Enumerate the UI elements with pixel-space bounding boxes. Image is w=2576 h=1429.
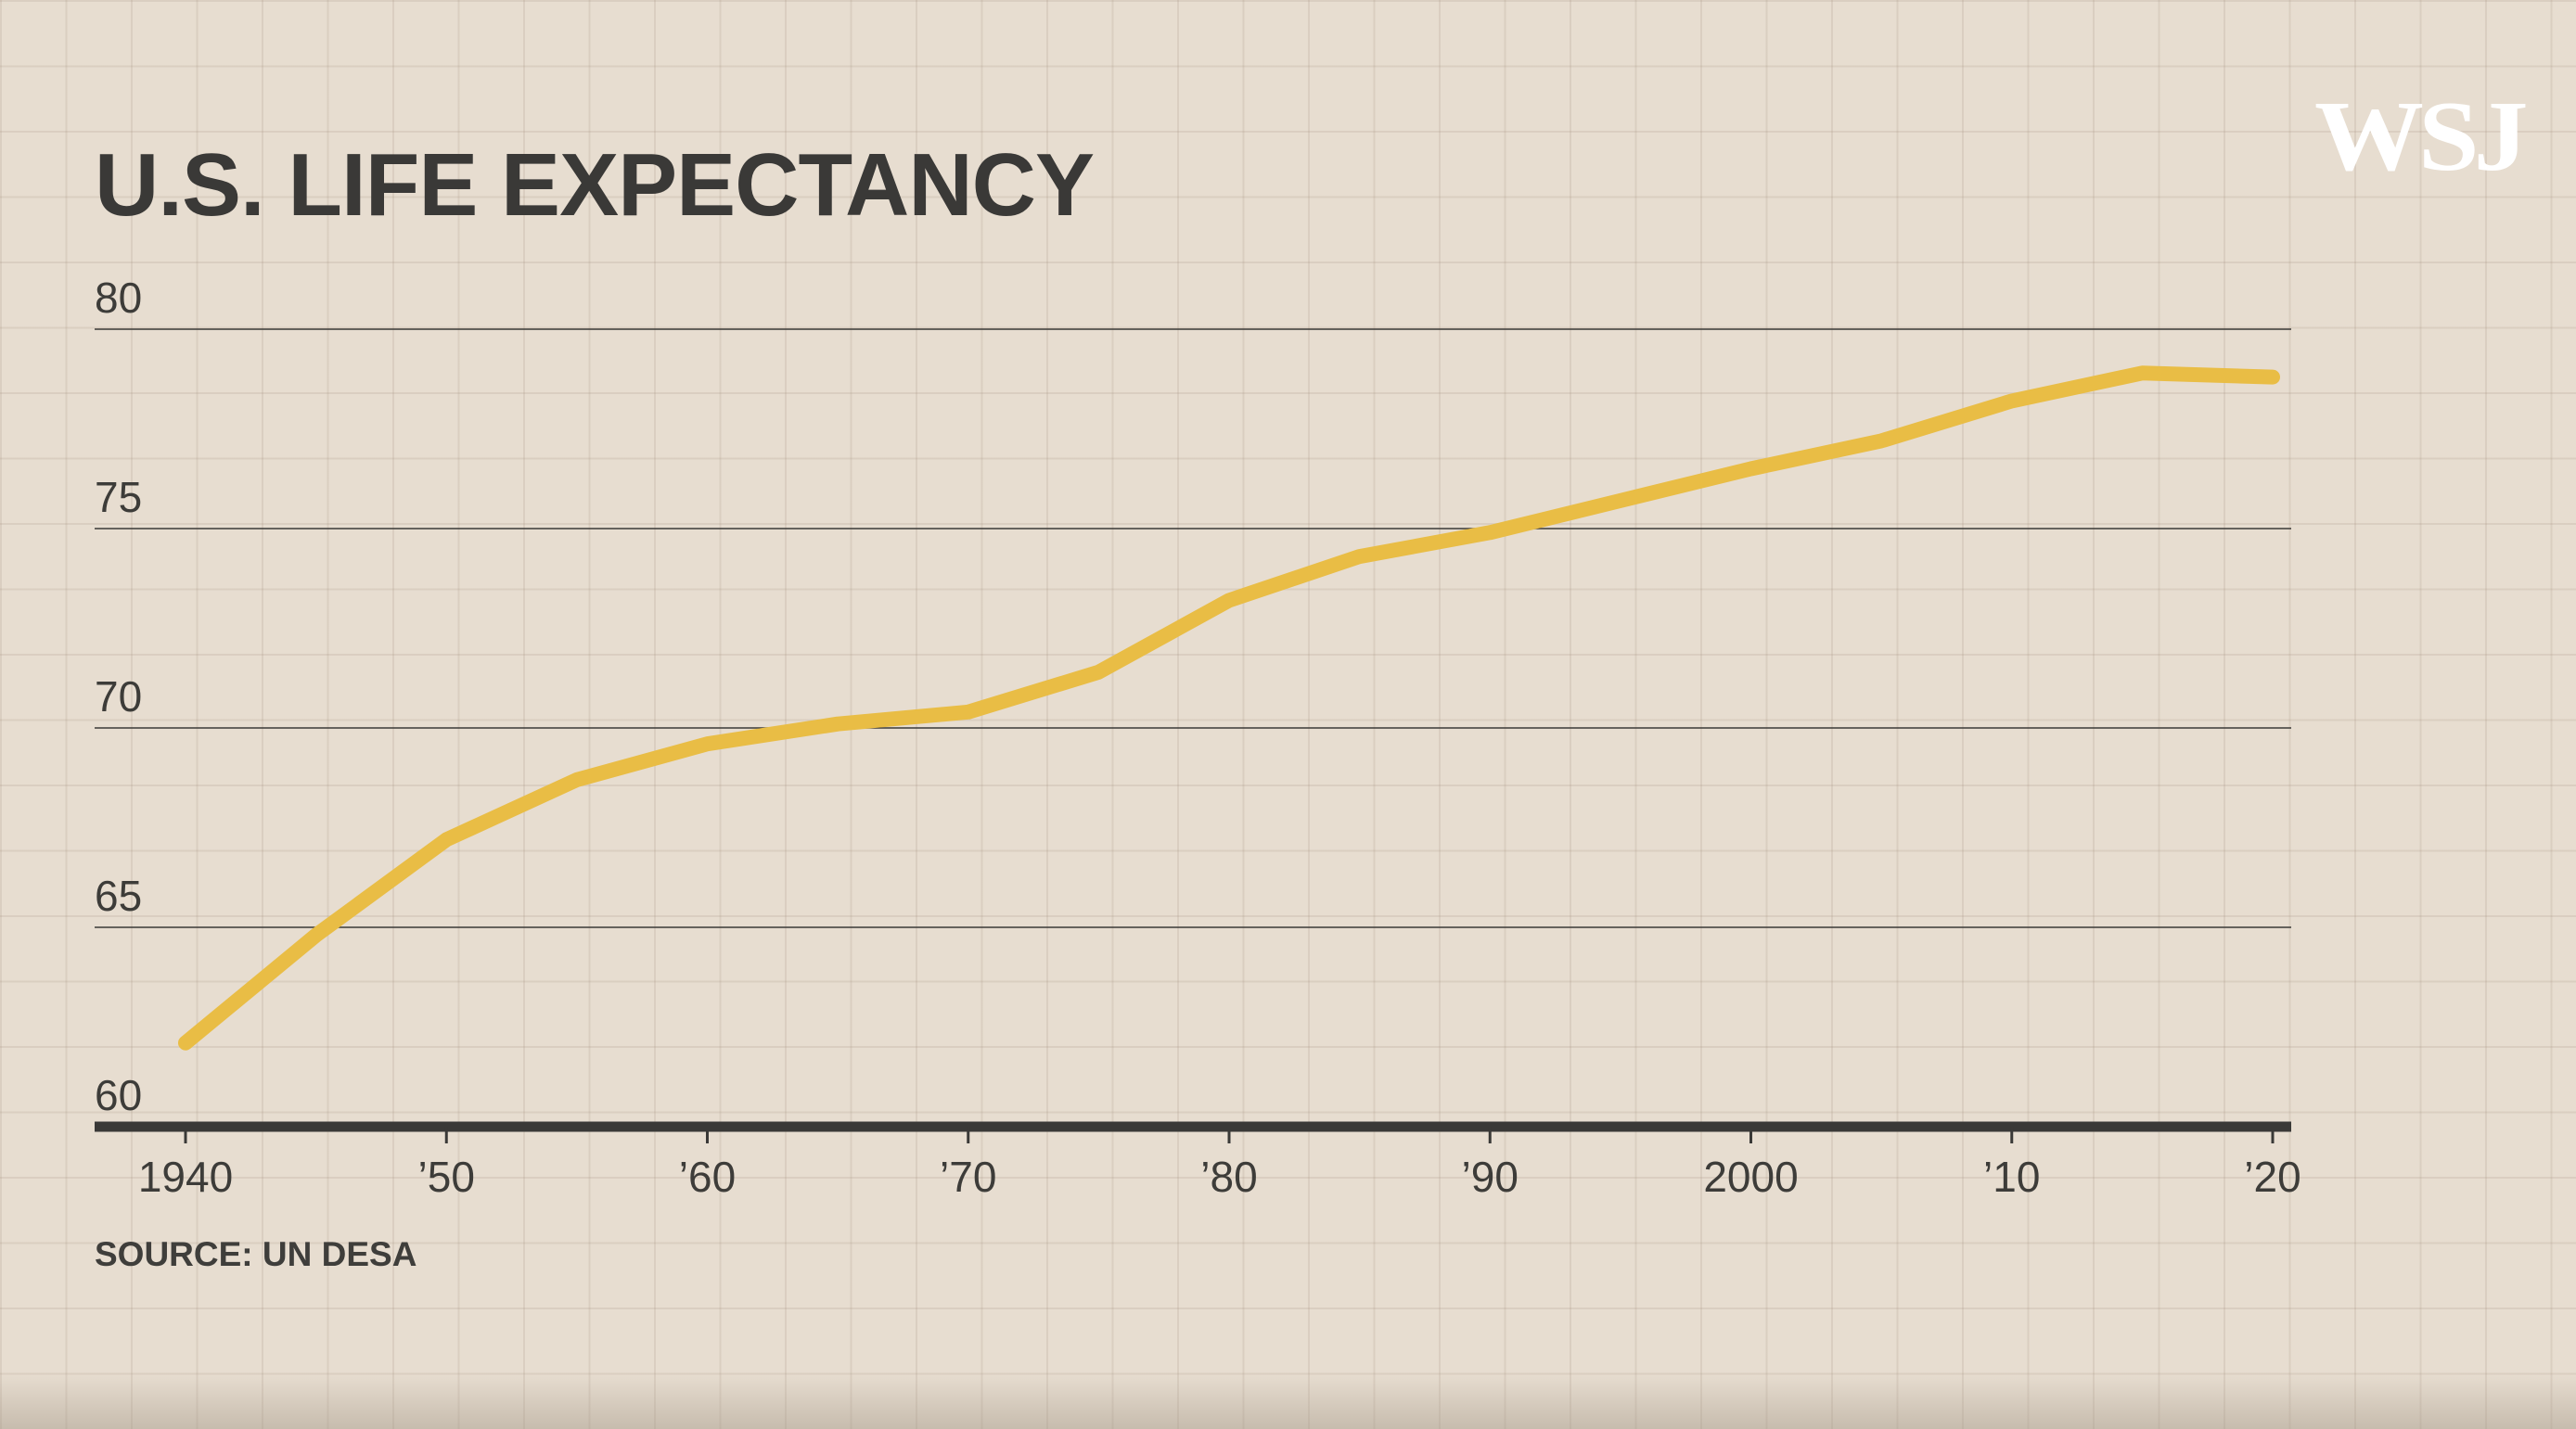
x-axis [95, 1121, 2291, 1143]
x-tick-label: ’20 [2244, 1153, 2300, 1201]
data-point [2011, 400, 2013, 402]
data-point [1097, 671, 1099, 673]
y-axis-labels: 60 65 70 75 80 [95, 274, 142, 1119]
y-tick-label: 75 [95, 473, 142, 521]
data-point [1880, 440, 1882, 441]
x-tick-label: ’10 [1983, 1153, 2040, 1201]
x-tick-label: 1940 [138, 1153, 233, 1201]
chart-title: U.S. LIFE EXPECTANCY [95, 135, 1095, 235]
data-point [2272, 376, 2274, 378]
data-point [1489, 531, 1491, 533]
y-tick-label: 80 [95, 274, 142, 322]
series-group [178, 365, 2280, 1051]
data-point [1228, 599, 1230, 601]
y-tick-label: 70 [95, 672, 142, 721]
wsj-logo: WSJ [2314, 80, 2529, 192]
data-point [2141, 372, 2143, 374]
y-tick-label: 65 [95, 872, 142, 920]
data-point [315, 935, 317, 937]
x-tick-label: ’80 [1200, 1153, 1257, 1201]
bottom-shadow [0, 1373, 2576, 1429]
data-point [1359, 555, 1361, 557]
data-point [1620, 500, 1621, 502]
source-note: SOURCE: UN DESA [95, 1235, 417, 1273]
y-tick-label: 60 [95, 1071, 142, 1119]
x-tick-label: ’90 [1462, 1153, 1519, 1201]
data-point [1750, 468, 1751, 469]
data-point [576, 779, 578, 781]
data-point [837, 723, 839, 725]
x-tick-label: ’70 [940, 1153, 996, 1201]
x-tick-label: 2000 [1703, 1153, 1798, 1201]
data-point [445, 838, 447, 840]
series-line [178, 365, 2280, 1051]
x-tick-label: ’50 [418, 1153, 475, 1201]
data-point [707, 743, 708, 745]
x-axis-labels: 1940 ’50 ’60 ’70 ’80 ’90 2000 ’10 ’20 [138, 1153, 2301, 1201]
x-tick-label: ’60 [679, 1153, 736, 1201]
gridlines [95, 328, 2291, 928]
